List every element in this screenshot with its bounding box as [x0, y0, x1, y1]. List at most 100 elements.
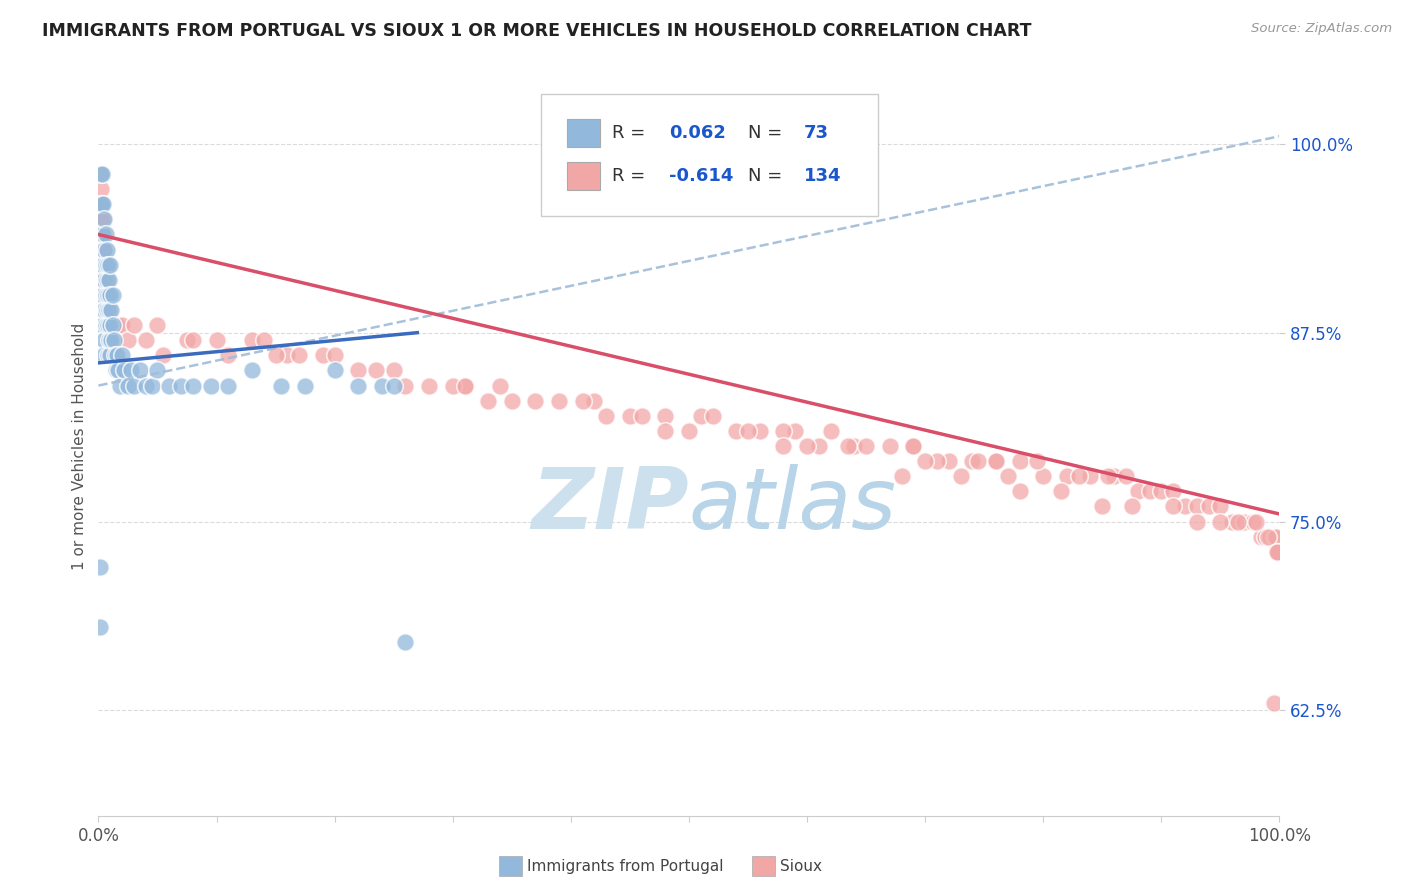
Point [101, 318, 124, 332]
Point [97, 273, 120, 287]
Point [89, 560, 111, 574]
Point [94, 288, 117, 302]
Point [93, 243, 115, 257]
Point [382, 378, 405, 392]
Point [323, 348, 346, 362]
Point [91, 227, 114, 242]
Point [181, 378, 204, 392]
Point [394, 635, 416, 649]
Point [1209, 500, 1232, 514]
Point [347, 363, 370, 377]
Point [93, 333, 115, 347]
Point [595, 409, 617, 423]
Point [288, 348, 311, 362]
Point [89, 227, 111, 242]
Point [1233, 515, 1256, 529]
Point [94, 318, 117, 332]
Point [100, 333, 122, 347]
Point [112, 363, 135, 377]
Point [91, 197, 114, 211]
Point [1121, 500, 1143, 514]
Point [441, 378, 464, 392]
Point [678, 424, 700, 438]
Text: N =: N = [748, 167, 787, 185]
Point [938, 454, 960, 468]
Point [371, 378, 394, 392]
Point [91, 212, 114, 227]
Point [98, 318, 121, 332]
Point [276, 348, 298, 362]
Point [453, 378, 475, 392]
Point [93, 212, 115, 227]
Point [96, 273, 118, 287]
Point [104, 333, 127, 347]
Point [111, 348, 134, 362]
Point [1102, 469, 1125, 483]
Point [176, 333, 198, 347]
Point [725, 424, 748, 438]
Point [772, 424, 794, 438]
Point [844, 439, 866, 453]
Point [101, 318, 124, 332]
Point [253, 333, 276, 347]
Bar [567, 161, 600, 190]
Point [619, 409, 641, 423]
Point [91, 288, 114, 302]
Point [91, 288, 114, 302]
Point [217, 348, 239, 362]
Point [1250, 530, 1272, 544]
Point [98, 288, 121, 302]
Point [96, 288, 118, 302]
Point [347, 378, 370, 392]
Point [93, 227, 115, 242]
Text: R =: R = [612, 124, 651, 142]
Point [93, 303, 115, 318]
Point [1050, 484, 1073, 499]
Point [98, 273, 121, 287]
Text: 0.062: 0.062 [669, 124, 725, 142]
Point [748, 424, 770, 438]
Point [903, 439, 925, 453]
Point [1265, 545, 1288, 559]
Point [501, 393, 523, 408]
Point [122, 318, 145, 332]
Point [1161, 484, 1184, 499]
Point [654, 424, 676, 438]
Point [111, 318, 134, 332]
Point [97, 303, 120, 318]
Text: Sioux: Sioux [780, 859, 823, 873]
Point [90, 182, 112, 196]
Point [96, 258, 118, 272]
Point [100, 303, 122, 318]
Point [967, 454, 990, 468]
Point [93, 348, 115, 362]
Point [98, 288, 121, 302]
Point [135, 333, 157, 347]
Point [146, 318, 169, 332]
Point [108, 378, 131, 392]
Point [200, 378, 222, 392]
Point [1263, 530, 1285, 544]
Point [98, 348, 121, 362]
Point [855, 439, 877, 453]
Point [91, 258, 114, 272]
Point [91, 227, 114, 242]
Point [93, 288, 115, 302]
Point [94, 273, 117, 287]
Point [312, 348, 335, 362]
Point [90, 243, 112, 257]
Point [1257, 530, 1279, 544]
Point [94, 243, 117, 257]
Point [98, 258, 121, 272]
Point [294, 378, 316, 392]
Point [89, 620, 111, 634]
Point [135, 378, 157, 392]
Point [170, 378, 193, 392]
Point [1067, 469, 1090, 483]
Point [105, 318, 128, 332]
Point [477, 393, 499, 408]
Point [103, 333, 125, 347]
Point [128, 363, 150, 377]
Point [418, 378, 440, 392]
Point [1174, 500, 1197, 514]
